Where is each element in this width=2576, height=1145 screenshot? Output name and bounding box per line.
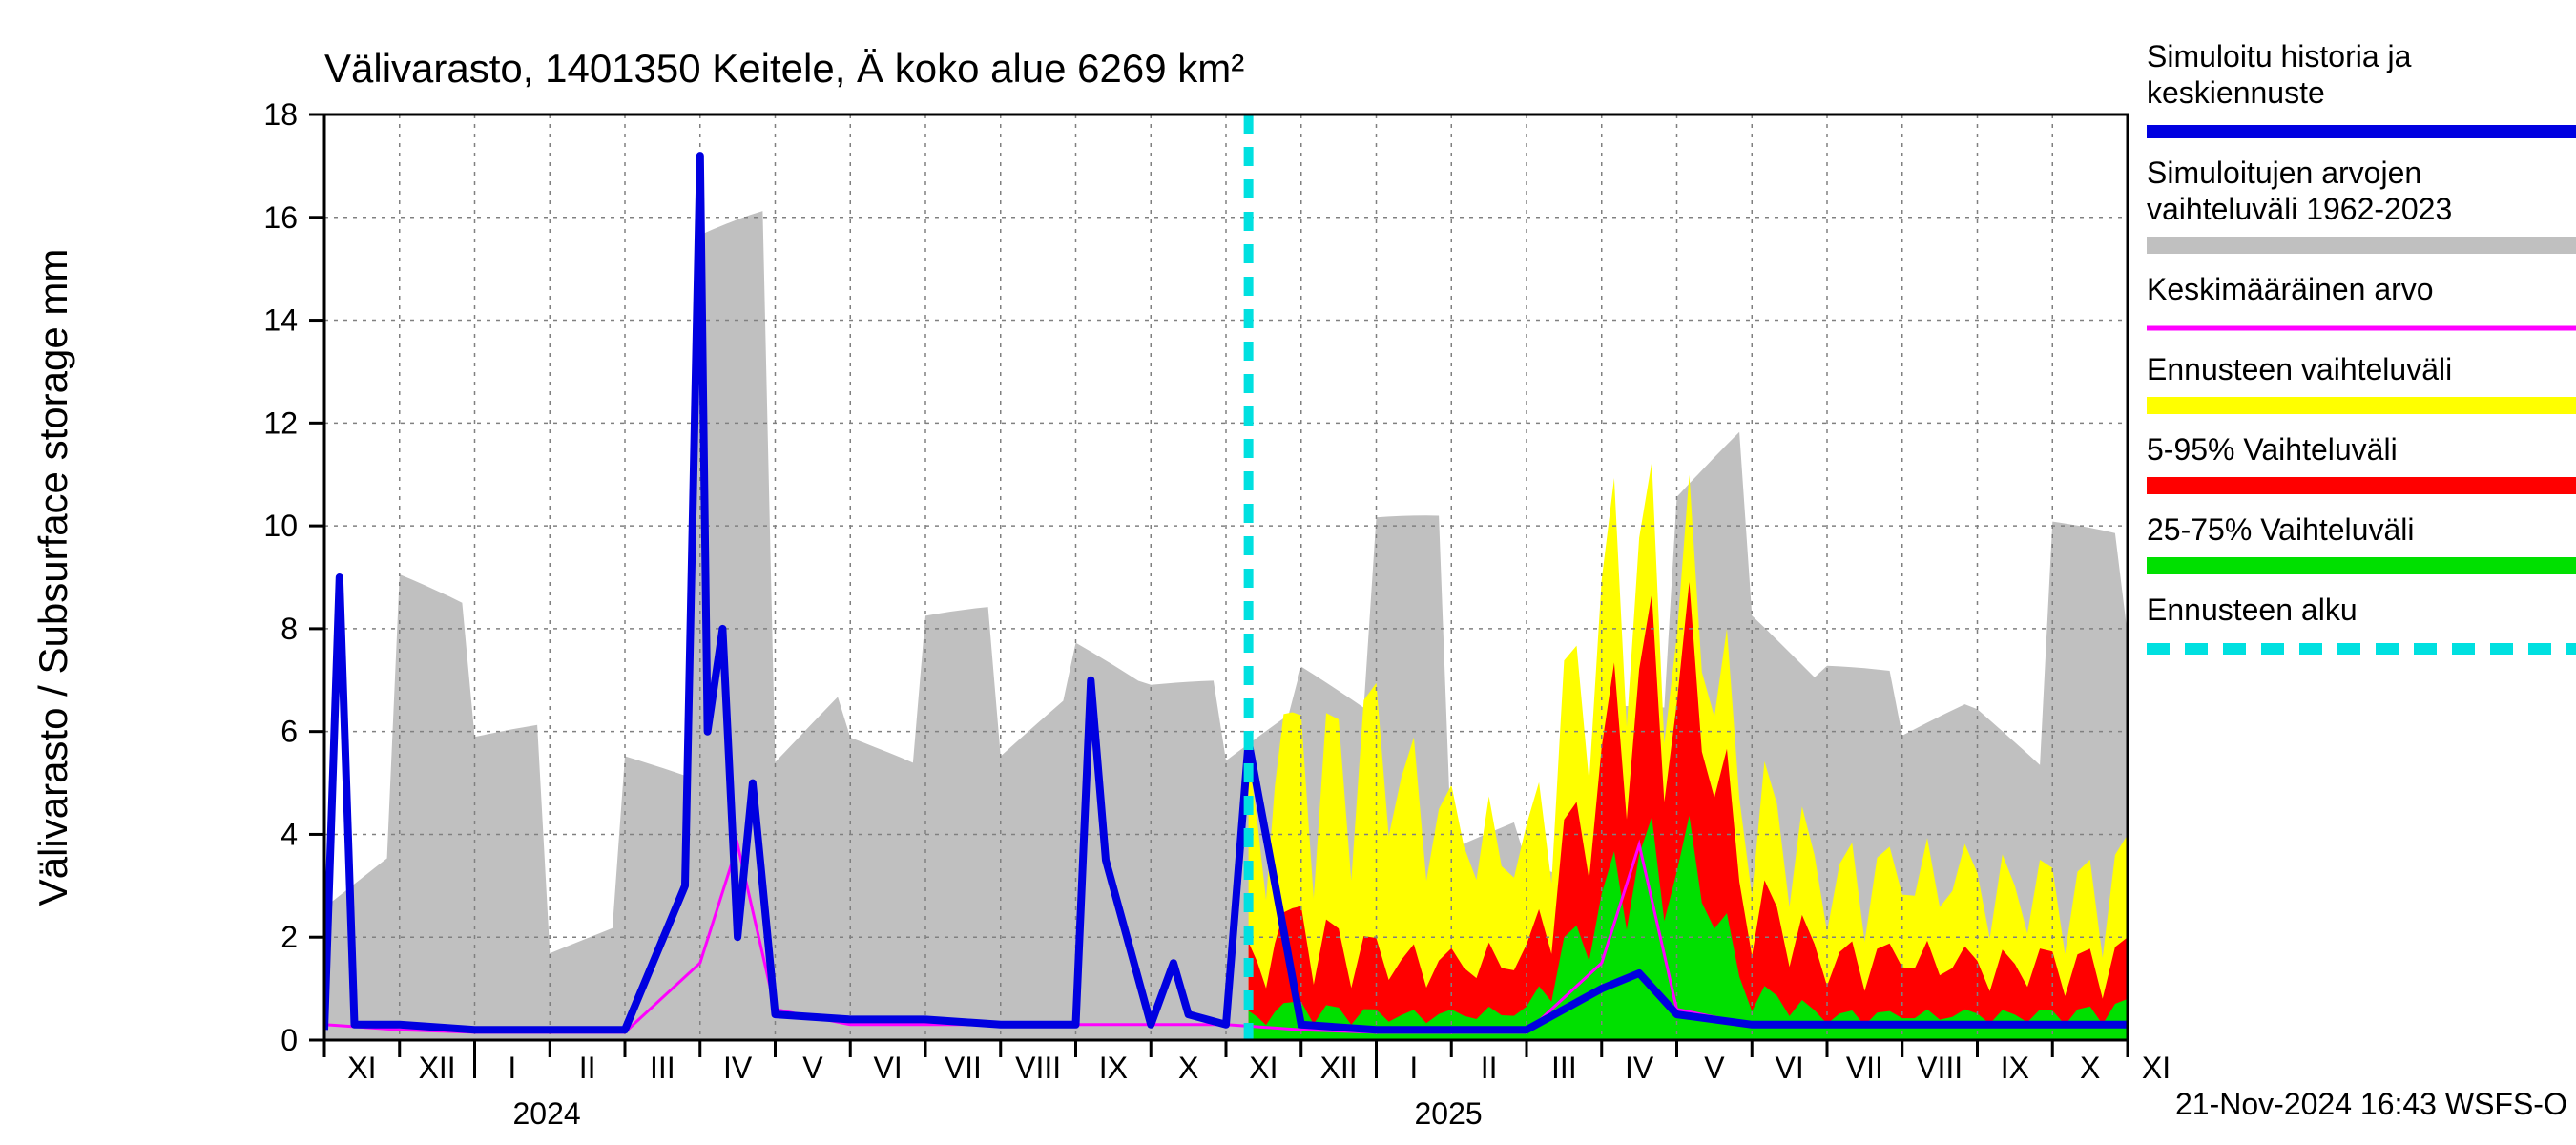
legend-swatch: [2147, 557, 2576, 574]
xtick-label: IX: [2001, 1051, 2029, 1085]
xtick-label: I: [1409, 1051, 1418, 1085]
ytick-label: 12: [263, 406, 298, 440]
chart-title: Välivarasto, 1401350 Keitele, Ä koko alu…: [324, 46, 1244, 91]
legend-label: vaihteluväli 1962-2023: [2147, 192, 2452, 226]
xtick-label: VIII: [1917, 1051, 1963, 1085]
xtick-label: I: [508, 1051, 516, 1085]
xtick-label: XII: [419, 1051, 456, 1085]
xtick-label: XI: [1249, 1051, 1278, 1085]
ytick-label: 8: [280, 612, 298, 646]
legend-label: Simuloitujen arvojen: [2147, 156, 2421, 190]
year-label: 2025: [1415, 1096, 1483, 1131]
ytick-label: 16: [263, 200, 298, 235]
xtick-label: IX: [1099, 1051, 1128, 1085]
xtick-label: XI: [2142, 1051, 2171, 1085]
xtick-label: II: [1481, 1051, 1498, 1085]
legend-label: 25-75% Vaihteluväli: [2147, 512, 2414, 547]
legend-swatch: [2147, 397, 2576, 414]
legend-label: Simuloitu historia ja: [2147, 39, 2412, 73]
xtick-label: VI: [874, 1051, 903, 1085]
ytick-label: 4: [280, 817, 298, 851]
xtick-label: III: [650, 1051, 675, 1085]
legend-swatch: [2147, 477, 2576, 494]
xtick-label: II: [579, 1051, 596, 1085]
xtick-label: IV: [723, 1051, 753, 1085]
xtick-label: XI: [347, 1051, 376, 1085]
xtick-label: X: [1178, 1051, 1198, 1085]
ytick-label: 18: [263, 97, 298, 132]
chart-svg: 024681012141618XIXIIIIIIIIIVVVIVIIVIIIIX…: [0, 0, 2576, 1145]
footer-timestamp: 21-Nov-2024 16:43 WSFS-O: [2175, 1087, 2567, 1121]
ytick-label: 10: [263, 509, 298, 543]
xtick-label: X: [2080, 1051, 2100, 1085]
ytick-label: 6: [280, 715, 298, 749]
ytick-label: 0: [280, 1023, 298, 1057]
xtick-label: V: [802, 1051, 823, 1085]
xtick-label: VI: [1776, 1051, 1804, 1085]
legend-label: Ennusteen alku: [2147, 593, 2358, 627]
xtick-label: III: [1551, 1051, 1577, 1085]
legend-label: 5-95% Vaihteluväli: [2147, 432, 2398, 467]
ytick-label: 14: [263, 303, 298, 338]
ytick-label: 2: [280, 920, 298, 954]
legend-label: keskiennuste: [2147, 75, 2325, 110]
year-label: 2024: [513, 1096, 581, 1131]
xtick-label: VII: [1846, 1051, 1883, 1085]
chart-container: 024681012141618XIXIIIIIIIIIVVVIVIIVIIIIX…: [0, 0, 2576, 1145]
legend-label: Keskimääräinen arvo: [2147, 272, 2434, 306]
xtick-label: VII: [945, 1051, 982, 1085]
legend-label: Ennusteen vaihteluväli: [2147, 352, 2452, 386]
xtick-label: V: [1704, 1051, 1725, 1085]
y-axis-label: Välivarasto / Subsurface storage mm: [31, 249, 75, 906]
legend-swatch: [2147, 237, 2576, 254]
xtick-label: IV: [1625, 1051, 1654, 1085]
xtick-label: VIII: [1015, 1051, 1061, 1085]
xtick-label: XII: [1320, 1051, 1358, 1085]
